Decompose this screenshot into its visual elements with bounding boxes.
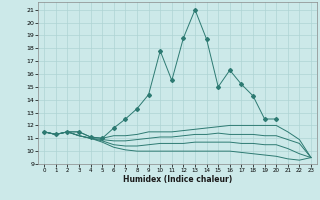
X-axis label: Humidex (Indice chaleur): Humidex (Indice chaleur) [123,175,232,184]
